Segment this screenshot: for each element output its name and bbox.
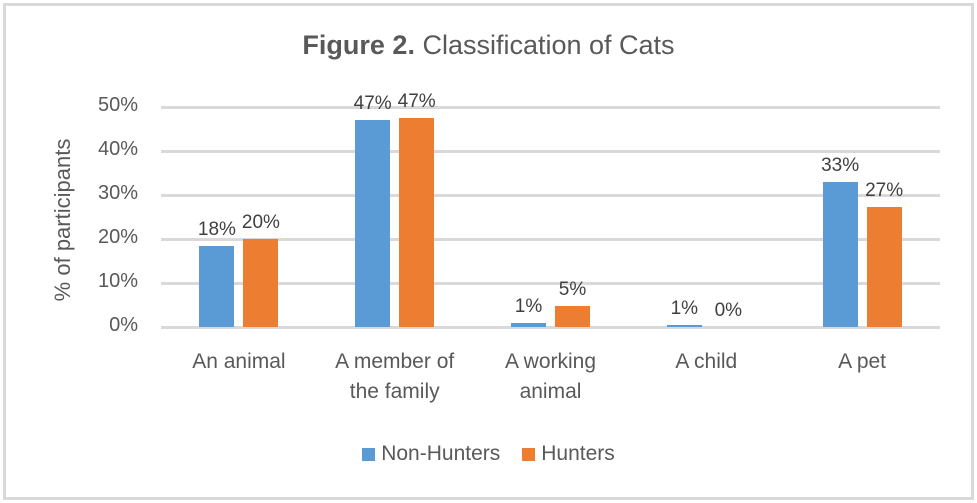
x-tick-label-line: A working: [504, 350, 597, 373]
data-label: 5%: [558, 279, 587, 301]
legend-label: Hunters: [541, 442, 615, 465]
x-tick-label: An animal: [164, 347, 314, 377]
legend-item-non-hunters: Non-Hunters: [362, 442, 500, 466]
x-tick-label-line: animal: [519, 380, 582, 403]
legend-swatch-orange: [522, 447, 536, 461]
legend-swatch-blue: [362, 447, 376, 461]
y-tick-label: 30%: [97, 182, 138, 204]
legend-label: Non-Hunters: [381, 442, 501, 465]
bar-non-hunters: [199, 246, 235, 327]
bar-non-hunters: [511, 323, 546, 327]
y-tick-label: 50%: [97, 94, 138, 116]
x-tick-label: A member of the family: [320, 347, 470, 407]
x-tick-label: A working animal: [476, 347, 626, 407]
data-label: 27%: [865, 179, 904, 201]
data-label: 47%: [353, 93, 392, 115]
bar-non-hunters: [666, 324, 702, 327]
y-tick-label: 0%: [109, 314, 138, 336]
x-tick-label: A pet: [787, 347, 937, 377]
chart-title: Figure 2. Classification of Cats: [0, 30, 977, 61]
data-label: 1%: [670, 297, 699, 319]
gridline: [161, 150, 940, 153]
data-label: 0%: [714, 300, 743, 321]
bar-hunters: [243, 239, 279, 327]
title-rest: Classification of Cats: [414, 30, 675, 60]
y-axis-label: % of participants: [50, 138, 75, 302]
legend: Non-Hunters Hunters: [0, 442, 977, 466]
bar-non-hunters: [822, 181, 858, 327]
data-label: 18%: [197, 219, 236, 241]
bar-hunters: [866, 206, 902, 327]
gridline: [161, 238, 940, 241]
data-label: 1%: [514, 296, 543, 318]
x-tick-label: A child: [631, 347, 781, 377]
x-tick-label-line: An animal: [192, 350, 286, 373]
data-label: 20%: [241, 212, 280, 233]
y-tick-label: 20%: [97, 226, 138, 248]
x-tick-label-line: the family: [349, 380, 440, 403]
y-tick-label: 40%: [97, 138, 138, 160]
x-tick-label-line: A child: [675, 350, 738, 373]
gridline: [161, 326, 940, 329]
y-tick-label: 10%: [97, 270, 138, 292]
gridline: [161, 106, 940, 109]
title-bold: Figure 2.: [302, 30, 415, 60]
chart-frame: [3, 3, 974, 500]
x-tick-label-line: A pet: [838, 350, 887, 373]
data-label: 33%: [821, 154, 860, 176]
bar-hunters: [555, 306, 590, 327]
legend-item-hunters: Hunters: [522, 442, 615, 466]
gridline: [161, 282, 940, 285]
bar-non-hunters: [355, 120, 391, 327]
data-label: 47%: [397, 91, 436, 113]
x-tick-label-line: A member of: [335, 350, 455, 373]
bar-hunters: [399, 118, 435, 327]
gridline: [161, 194, 940, 197]
